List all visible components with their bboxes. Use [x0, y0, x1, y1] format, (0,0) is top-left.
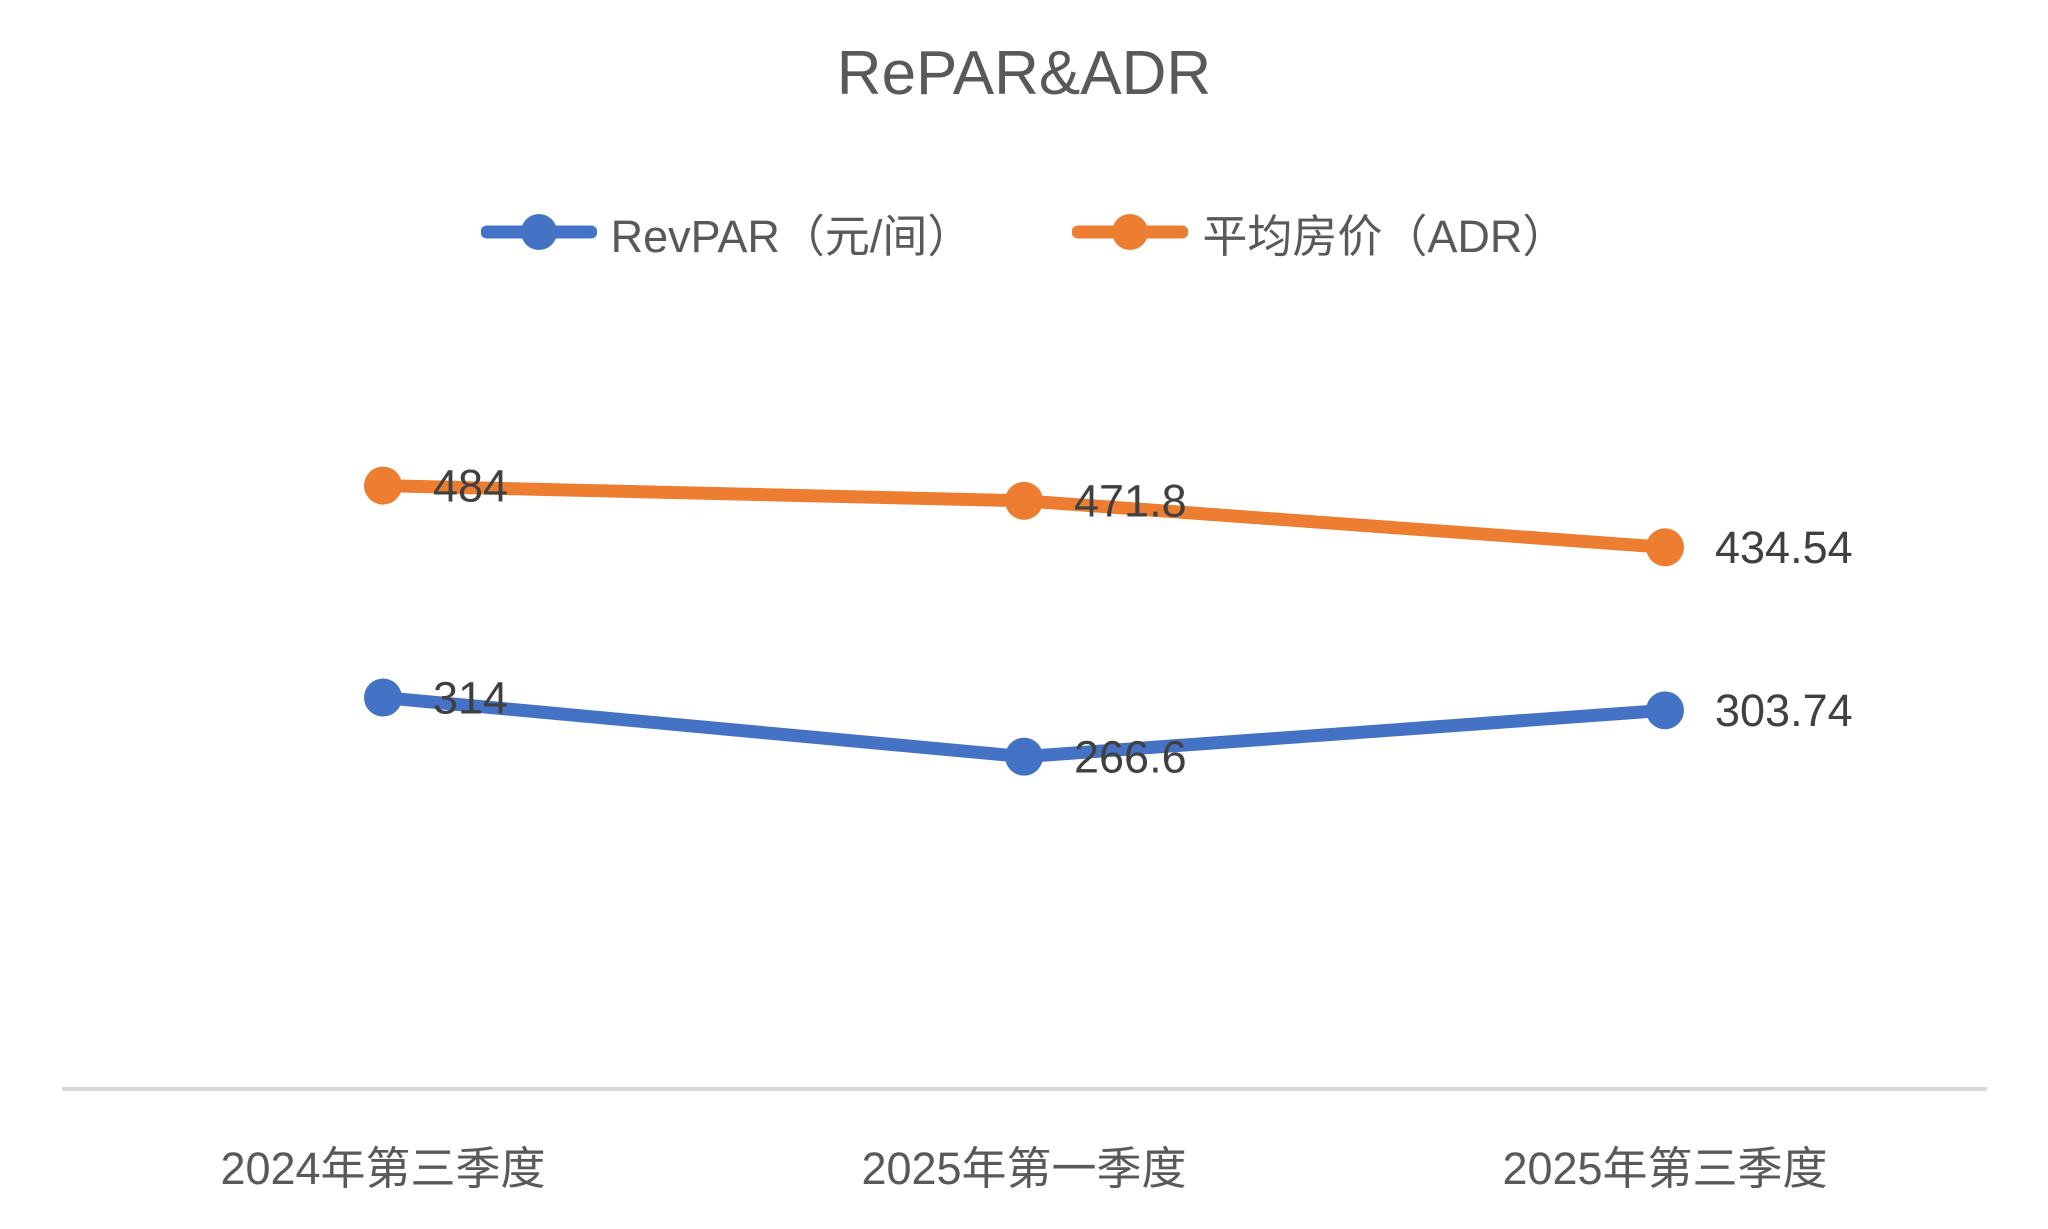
data-point — [1005, 737, 1043, 776]
data-point — [1646, 528, 1684, 567]
data-point — [364, 466, 402, 505]
legend-item-adr[interactable]: 平均房价（ADR） — [1072, 200, 1567, 265]
data-label: 303.74 — [1715, 685, 1853, 736]
line-marker-icon — [480, 214, 597, 250]
legend-label-adr: 平均房价（ADR） — [1202, 210, 1568, 262]
data-label: 266.6 — [1074, 732, 1187, 783]
x-axis-label: 2025年第三季度 — [1502, 1143, 1828, 1194]
chart-title: RePAR&ADR — [836, 39, 1212, 108]
legend-item-revpar[interactable]: RevPAR（元/间） — [480, 200, 973, 265]
line-marker-icon — [1072, 214, 1189, 250]
x-axis-label: 2025年第一季度 — [861, 1143, 1187, 1194]
data-label: 434.54 — [1715, 522, 1853, 573]
legend-label-revpar: RevPAR（元/间） — [610, 210, 973, 262]
data-point — [364, 678, 402, 717]
x-axis-label: 2024年第三季度 — [220, 1143, 546, 1194]
data-label: 484 — [433, 461, 508, 512]
data-point — [1646, 691, 1684, 730]
data-label: 471.8 — [1074, 476, 1187, 527]
data-point — [1005, 481, 1043, 520]
legend: RevPAR（元/间） 平均房价（ADR） — [0, 198, 2048, 266]
data-label: 314 — [433, 672, 508, 723]
